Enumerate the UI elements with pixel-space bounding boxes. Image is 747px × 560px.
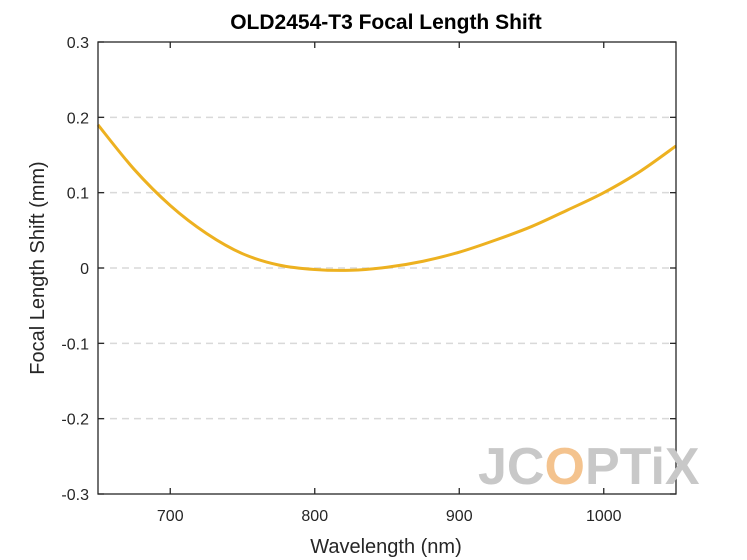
- y-tick-label: -0.3: [61, 487, 89, 504]
- chart-title: OLD2454-T3 Focal Length Shift: [230, 11, 542, 34]
- y-tick-label: 0: [80, 261, 89, 278]
- y-tick-label: 0.2: [67, 110, 89, 127]
- x-tick-label: 800: [301, 508, 328, 525]
- tick-labels: 700 800 900 1000 -0.3 -0.2 -0.1 0 0.1 0.2 0.3: [61, 35, 621, 525]
- y-tick-label: 0.1: [67, 186, 89, 203]
- svg-text:JCOPTiX: JCOPTiX: [478, 438, 700, 496]
- series-layer: [96, 123, 677, 272]
- watermark-part-1: JC: [478, 438, 544, 496]
- y-axis-label: Focal Length Shift (mm): [27, 161, 49, 374]
- y-tick-label: -0.1: [61, 336, 89, 353]
- x-tick-label: 900: [446, 508, 473, 525]
- y-tick-label: -0.2: [61, 412, 89, 429]
- watermark-part-2: O: [544, 438, 584, 496]
- x-tick-label: 1000: [586, 508, 622, 525]
- tick-marks: [98, 41, 676, 495]
- focal-shift-line: [96, 123, 677, 272]
- watermark-logo: JCOPTiX: [478, 438, 700, 496]
- x-tick-label: 700: [157, 508, 184, 525]
- x-axis-label: Wavelength (nm): [310, 536, 462, 558]
- watermark-part-3: PTiX: [585, 438, 700, 496]
- y-tick-label: 0.3: [67, 35, 89, 52]
